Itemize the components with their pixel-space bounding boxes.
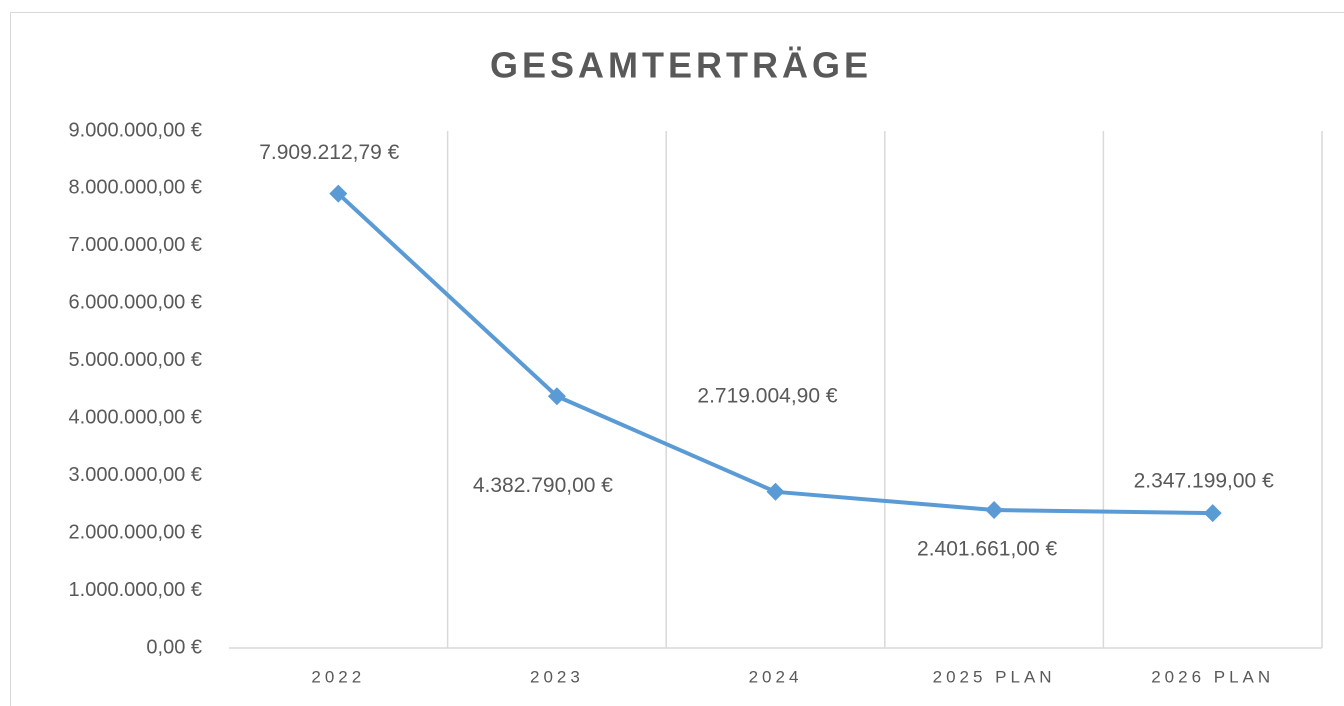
y-tick-label: 0,00 € <box>146 636 202 658</box>
data-label: 2.401.661,00 € <box>917 538 1057 561</box>
x-tick-label: 2023 <box>530 667 584 686</box>
data-label: 2.719.004,90 € <box>697 384 837 407</box>
data-label: 2.347.199,00 € <box>1134 470 1274 493</box>
data-label: 7.909.212,79 € <box>259 141 399 164</box>
y-tick-label: 7.000.000,00 € <box>69 234 202 256</box>
x-tick-label: 2024 <box>749 667 803 686</box>
y-tick-label: 9.000.000,00 € <box>69 119 202 141</box>
y-tick-label: 8.000.000,00 € <box>69 177 202 199</box>
marker <box>766 482 785 501</box>
x-tick-label: 2025 PLAN <box>933 667 1056 686</box>
y-tick-label: 3.000.000,00 € <box>69 464 202 486</box>
y-tick-label: 6.000.000,00 € <box>69 292 202 314</box>
data-label: 4.382.790,00 € <box>473 474 613 497</box>
marker <box>547 387 566 406</box>
y-tick-label: 5.000.000,00 € <box>69 349 202 371</box>
marker <box>329 184 348 203</box>
marker <box>1203 504 1222 523</box>
marker <box>985 501 1004 520</box>
chart-title: GESAMTERTRÄGE <box>490 45 872 86</box>
chart-border <box>10 12 1344 706</box>
y-tick-label: 2.000.000,00 € <box>69 521 202 543</box>
y-tick-label: 4.000.000,00 € <box>69 407 202 429</box>
y-tick-label: 1.000.000,00 € <box>69 579 202 601</box>
x-tick-label: 2026 PLAN <box>1151 667 1274 686</box>
x-tick-label: 2022 <box>311 667 365 686</box>
